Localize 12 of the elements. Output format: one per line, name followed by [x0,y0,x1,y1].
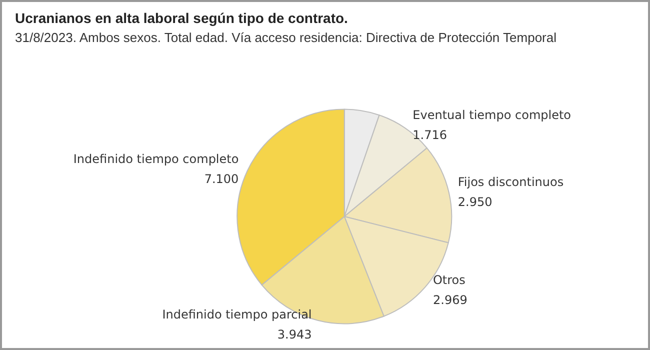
slice-label: Eventual tiempo completo [412,108,572,122]
slice-label: Indefinido tiempo completo [73,152,239,166]
slice-label: Fijos discontinuos [458,174,564,189]
chart-subtitle: 31/8/2023. Ambos sexos. Total edad. Vía acceso residencia: Directiva de Protección Temporal [15,30,557,45]
chart-title: Ucranianos en alta laboral según tipo de contrato. [15,10,348,26]
data-label: 2.969 [432,292,468,307]
slice-label: Otros [432,272,466,287]
slice-label: Indefinido tiempo parcial [162,307,312,322]
data-label: 1.716 [412,128,447,142]
data-label: 2.950 [458,194,492,209]
data-label: 7.100 [204,172,239,186]
data-label: 3.943 [277,327,312,342]
